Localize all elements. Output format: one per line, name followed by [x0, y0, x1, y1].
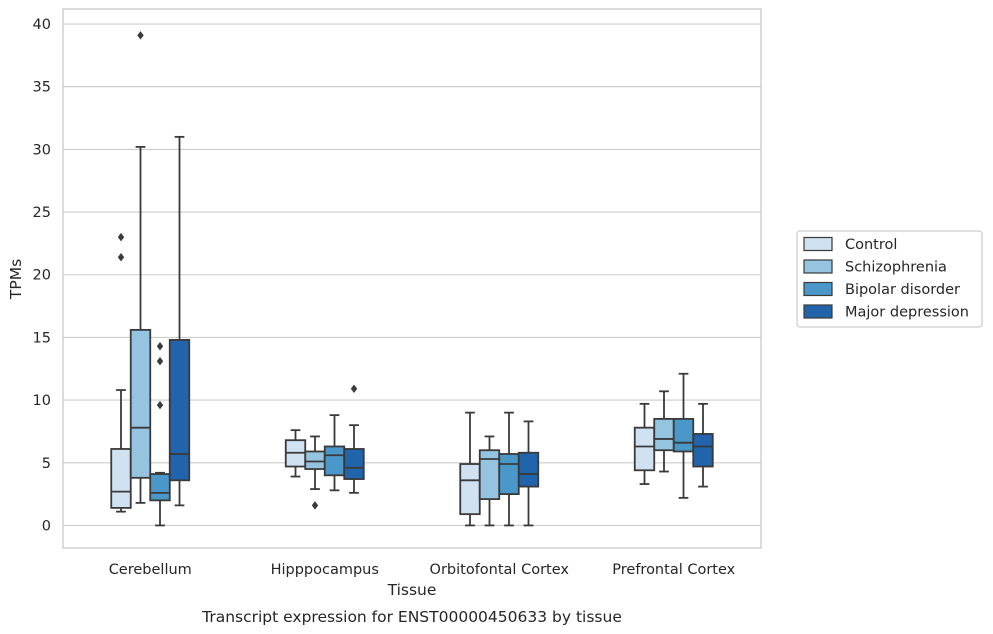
x-axis-label: Tissue [387, 581, 437, 599]
box-iqr [459, 463, 481, 516]
box-schizophrenia [653, 390, 675, 473]
outlier-point [156, 357, 164, 366]
y-tick-label: 5 [42, 456, 51, 472]
box-iqr [633, 426, 656, 472]
box-control [284, 429, 307, 478]
legend-swatch [803, 304, 833, 319]
tick-labels: 0 5 10 15 20 25 30 35 40 Cerebellum Hipppocampus Or… [33, 17, 736, 578]
y-tick-label: 30 [33, 142, 51, 158]
box-major-depression [343, 384, 365, 494]
box-major-depression [692, 402, 714, 488]
x-tick-label: Orbitofontal Cortex [430, 562, 570, 578]
y-tick-label: 25 [33, 205, 51, 221]
legend-swatch [803, 281, 833, 297]
outlier-point [311, 501, 319, 510]
y-tick-label: 0 [42, 518, 51, 534]
legend-label: Bipolar disorder [845, 282, 960, 298]
box-iqr [129, 328, 152, 479]
y-tick-label: 15 [33, 330, 51, 346]
y-axis-label: TPMs [7, 259, 25, 300]
box-iqr [672, 417, 695, 453]
legend-frame [796, 230, 983, 328]
y-tick-label: 40 [33, 17, 51, 33]
legend-swatch [803, 259, 833, 274]
boxes [110, 31, 714, 527]
legend-label: Schizophrenia [845, 260, 947, 276]
outlier-point [117, 252, 125, 262]
legend-label: Control [845, 237, 897, 253]
box-iqr [323, 445, 346, 477]
box-schizophrenia [304, 435, 326, 510]
outlier-point [156, 400, 164, 410]
box-iqr [478, 449, 501, 501]
box-bipolar-disorder [149, 341, 171, 527]
box-iqr [343, 448, 365, 480]
plot-frame [62, 8, 762, 549]
box-schizophrenia [478, 435, 501, 527]
box-major-depression [168, 135, 191, 507]
x-tick-label: Hipppocampus [271, 562, 379, 578]
y-tick-label: 10 [33, 393, 51, 409]
box-control [459, 411, 481, 527]
y-tick-label: 20 [33, 268, 51, 284]
y-tick-label: 35 [33, 80, 51, 96]
box-iqr [110, 448, 132, 509]
outlier-point [117, 232, 125, 242]
legend-swatch [803, 236, 833, 252]
box-iqr [517, 451, 540, 488]
box-iqr [692, 433, 714, 468]
outlier-point [156, 341, 164, 351]
box-iqr [304, 450, 326, 470]
x-tick-label: Prefrontal Cortex [612, 562, 735, 578]
axes [62, 8, 762, 549]
outlier-point [350, 384, 358, 394]
x-tick-label: Cerebellum [109, 562, 192, 578]
outlier-point [137, 31, 144, 40]
box-iqr [149, 473, 171, 502]
legend: Control Schizophrenia Bipolar disorder Majo… [796, 230, 983, 328]
box-iqr [168, 339, 191, 482]
box-iqr [498, 453, 520, 496]
chart-caption: Transcript expression for ENST0000045063… [201, 608, 622, 626]
box-control [110, 232, 132, 513]
box-bipolar-disorder [498, 411, 520, 527]
legend-label: Major depression [845, 305, 969, 321]
box-bipolar-disorder [672, 372, 695, 499]
box-iqr [653, 417, 675, 452]
box-bipolar-disorder [323, 414, 346, 492]
box-schizophrenia [129, 31, 152, 504]
box-control [633, 402, 656, 485]
box-major-depression [517, 420, 540, 527]
